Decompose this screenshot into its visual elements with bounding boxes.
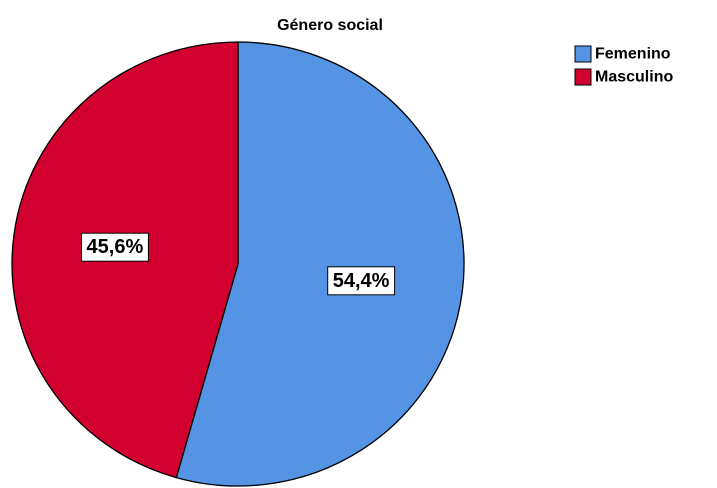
slice-label-femenino: 54,4% <box>333 270 390 292</box>
pie-slice-femenino <box>175 41 465 487</box>
slice-label-box-masculino <box>81 232 149 262</box>
legend-label-masculino: Masculino <box>595 69 673 86</box>
slice-label-box-femenino <box>327 266 396 296</box>
chart-title: Género social <box>277 17 383 34</box>
legend-swatch-femenino <box>574 45 592 63</box>
legend: Femenino Masculino <box>574 45 673 86</box>
slice-label-masculino: 45,6% <box>87 236 144 258</box>
slice-labels: 54,4% 45,6% <box>81 232 396 296</box>
legend-swatch-masculino <box>574 68 592 86</box>
pie-slices <box>11 41 465 487</box>
legend-label-femenino: Femenino <box>595 46 671 63</box>
